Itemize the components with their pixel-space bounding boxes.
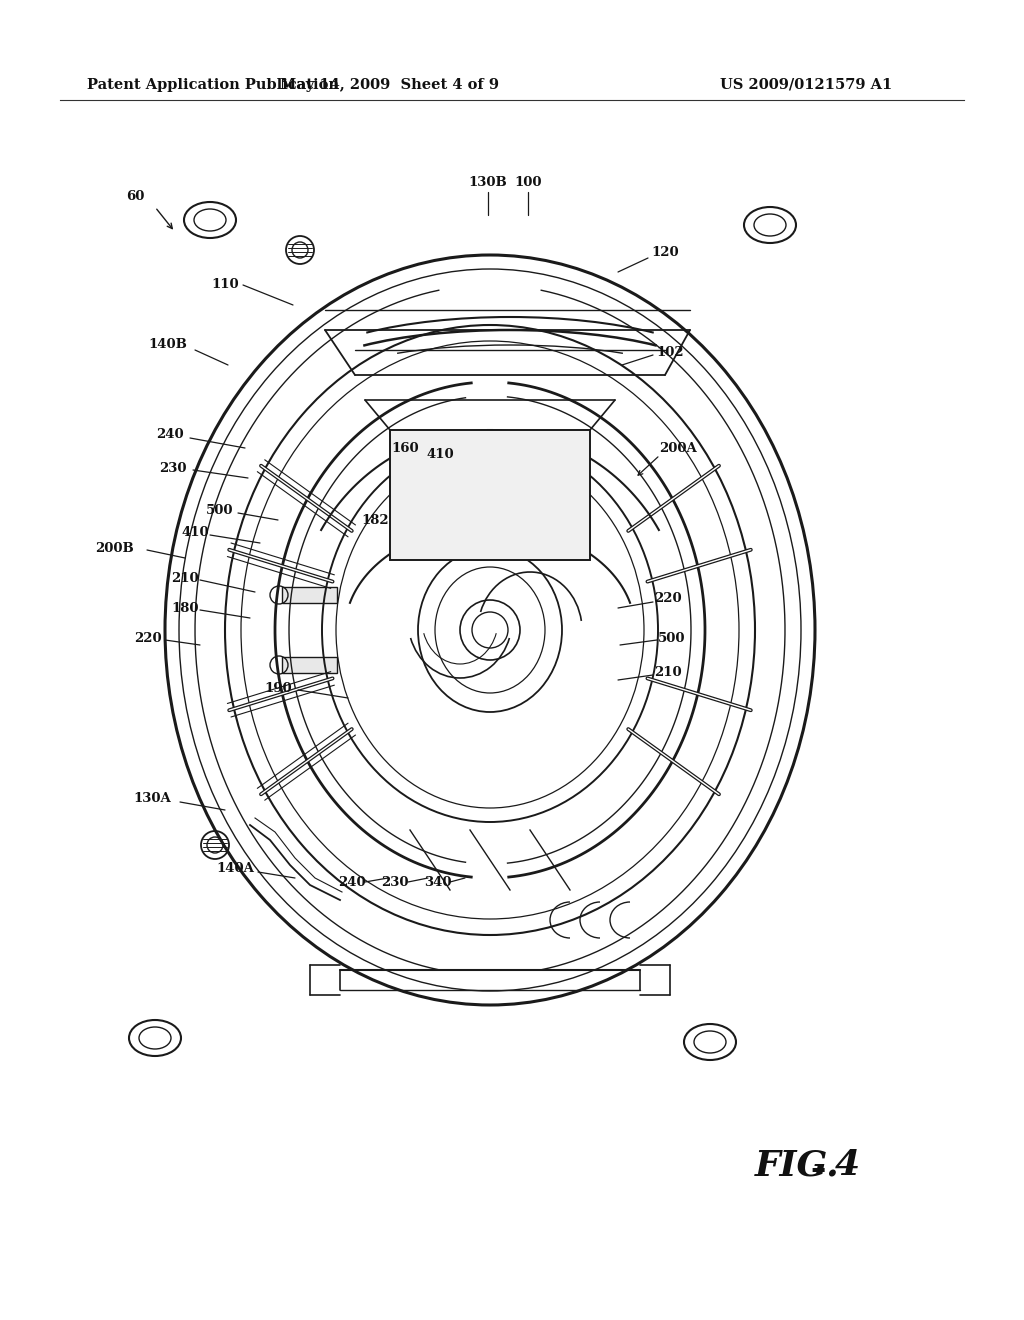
Text: 60: 60	[126, 190, 144, 203]
Text: US 2009/0121579 A1: US 2009/0121579 A1	[720, 78, 892, 92]
Text: 240: 240	[157, 429, 184, 441]
Text: 160: 160	[391, 441, 419, 454]
Text: 220: 220	[654, 591, 682, 605]
Text: 140B: 140B	[148, 338, 187, 351]
Text: 4: 4	[835, 1148, 860, 1181]
Text: Patent Application Publication: Patent Application Publication	[87, 78, 339, 92]
Text: 500: 500	[206, 503, 233, 516]
Text: 210: 210	[654, 665, 682, 678]
Text: 110: 110	[211, 279, 239, 292]
Text: 120: 120	[651, 246, 679, 259]
Text: 190: 190	[264, 681, 292, 694]
Text: 140A: 140A	[216, 862, 254, 874]
Text: 130B: 130B	[469, 176, 507, 189]
Text: 182: 182	[361, 513, 389, 527]
Text: 410: 410	[181, 525, 209, 539]
Text: –: –	[810, 1155, 825, 1185]
Text: 240: 240	[338, 875, 366, 888]
Text: 180: 180	[171, 602, 199, 615]
Bar	[282, 587, 337, 603]
Text: 230: 230	[160, 462, 186, 474]
Text: 100: 100	[514, 176, 542, 189]
Bar	[282, 657, 337, 673]
Text: May 14, 2009  Sheet 4 of 9: May 14, 2009 Sheet 4 of 9	[281, 78, 500, 92]
Text: 200A: 200A	[659, 441, 697, 454]
Text: FIG.: FIG.	[755, 1148, 840, 1181]
Text: 102: 102	[656, 346, 684, 359]
Text: 410: 410	[426, 449, 454, 462]
Text: 500: 500	[658, 631, 686, 644]
Text: 130A: 130A	[133, 792, 171, 804]
Text: 230: 230	[381, 875, 409, 888]
Text: 340: 340	[424, 875, 452, 888]
FancyBboxPatch shape	[390, 430, 590, 560]
Text: 210: 210	[171, 572, 199, 585]
Text: 220: 220	[134, 631, 162, 644]
Text: 200B: 200B	[95, 541, 134, 554]
